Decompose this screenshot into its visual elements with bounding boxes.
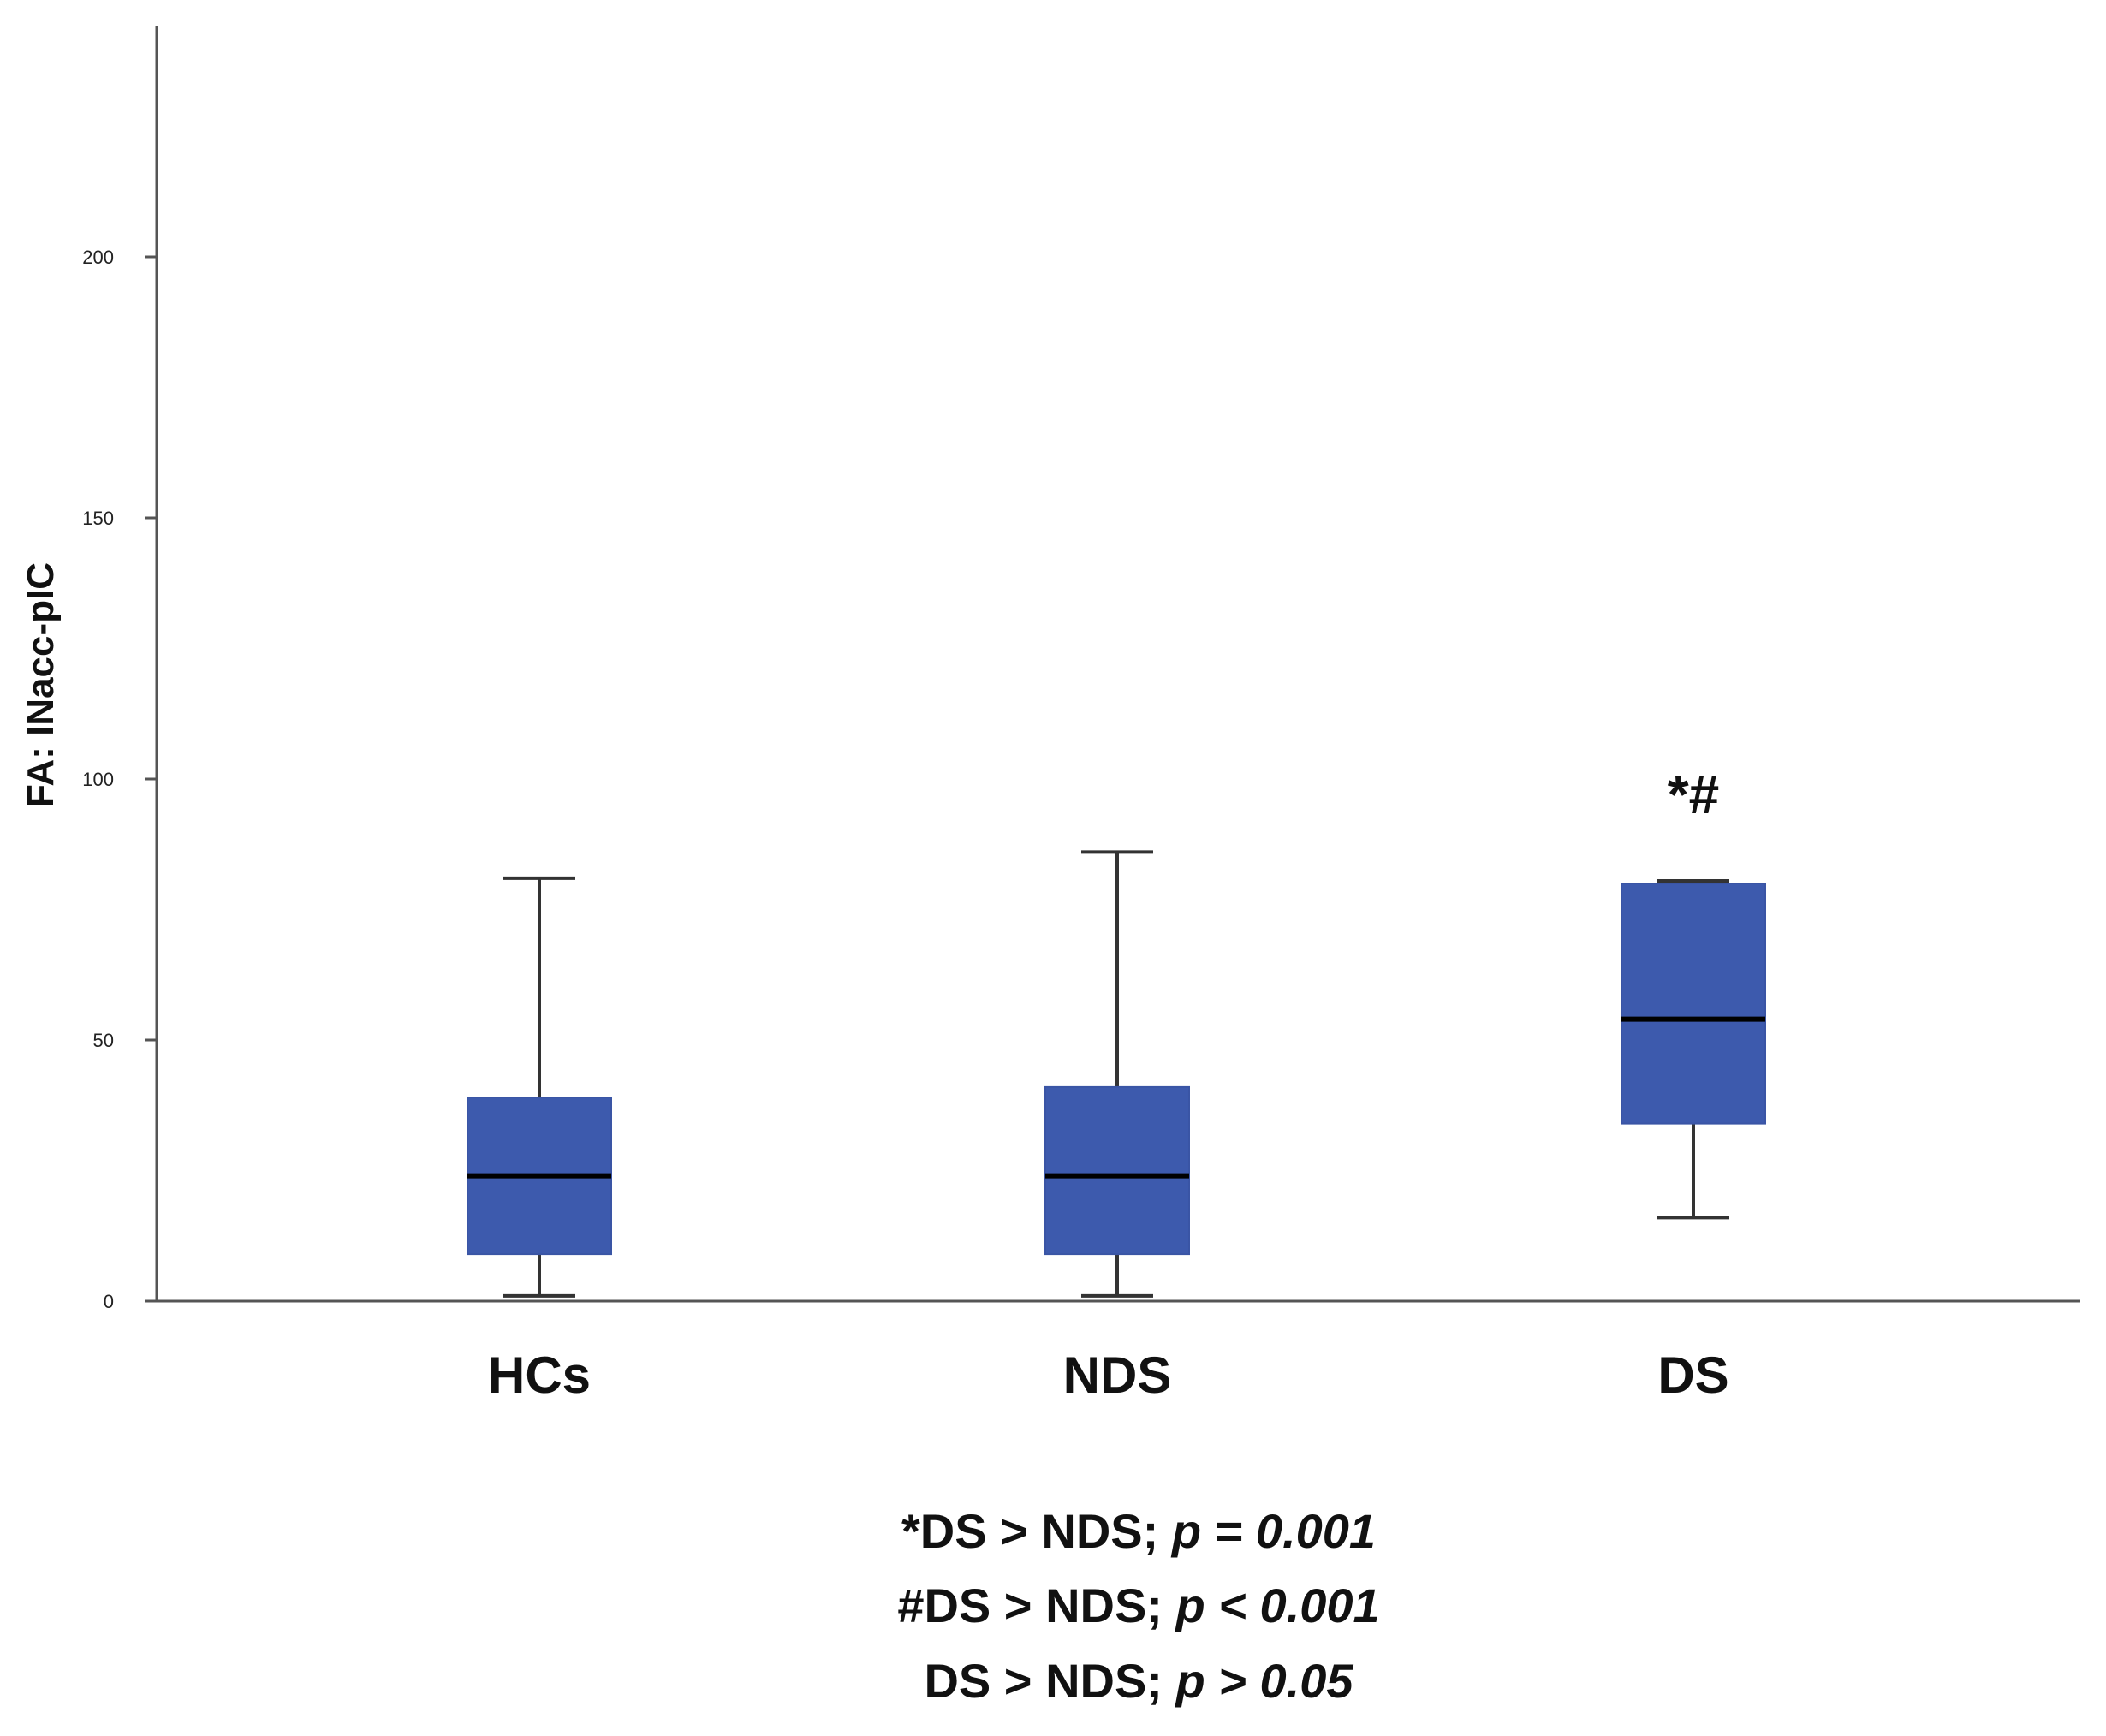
category-label: HCs — [488, 1347, 591, 1404]
footnote-comparison: #DS > NDS; — [897, 1578, 1175, 1632]
y-tick-label: 150 — [82, 508, 114, 529]
box-hcs — [467, 876, 612, 1298]
footnote-comparison: DS > NDS; — [924, 1654, 1175, 1708]
axes — [155, 26, 2080, 1303]
footnote-p-value: p > 0.05 — [1175, 1654, 1354, 1708]
significance-marker: *# — [1668, 764, 1720, 825]
y-tick-label: 50 — [93, 1030, 114, 1051]
y-tick-label: 100 — [82, 769, 114, 790]
footnote-p-value: p = 0.001 — [1170, 1504, 1376, 1558]
footnote-line: *DS > NDS; p = 0.001 — [901, 1504, 1376, 1558]
y-tick-group: 0 50 100 150 200 — [82, 247, 157, 1312]
box-ds — [1621, 878, 1766, 1220]
category-label-group: HCs NDS DS — [488, 1347, 1729, 1404]
category-label: DS — [1657, 1347, 1728, 1404]
y-tick-label: 0 — [104, 1291, 114, 1312]
box-group — [467, 850, 1766, 1298]
box-iqr — [1621, 883, 1766, 1125]
footnote-line: #DS > NDS; p < 0.001 — [897, 1578, 1379, 1632]
category-label: NDS — [1063, 1347, 1172, 1404]
footnote-comparison: *DS > NDS; — [901, 1504, 1172, 1558]
footnote-group: *DS > NDS; p = 0.001 #DS > NDS; p < 0.001… — [897, 1504, 1379, 1708]
y-tick-label: 200 — [82, 247, 114, 268]
footnote-line: DS > NDS; p > 0.05 — [924, 1654, 1353, 1708]
box-iqr — [1044, 1085, 1190, 1256]
box-nds — [1044, 850, 1190, 1298]
footnote-p-value: p < 0.001 — [1175, 1578, 1380, 1632]
y-axis-label: FA: INacc-pIC — [20, 562, 62, 807]
